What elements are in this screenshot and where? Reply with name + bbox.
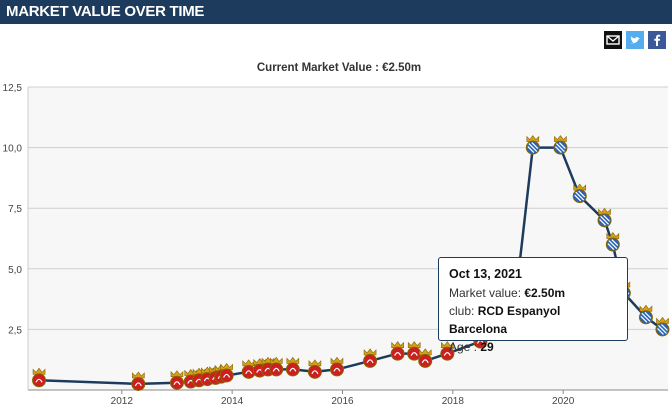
data-point-crest (418, 353, 433, 368)
crest-emblem (173, 381, 181, 386)
y-tick-label: 5,0 (8, 265, 22, 276)
y-tick-label: 12,5 (3, 83, 23, 94)
y-tick-label: 10,0 (3, 144, 23, 155)
share-email-button[interactable] (604, 31, 622, 49)
data-point-crest (329, 362, 344, 377)
data-point-crest (363, 353, 378, 368)
crest-crown (286, 356, 300, 364)
data-point-crest (169, 375, 184, 390)
crest-emblem (443, 352, 451, 356)
share-twitter-button[interactable] (626, 31, 644, 49)
crest-crown (573, 183, 587, 191)
tooltip-age-value: 29 (480, 340, 494, 354)
chart-title: Current Market Value : €2.50m (257, 62, 421, 74)
crest-stripes (527, 142, 539, 154)
tooltip-club-value: RCD Espanyol Barcelona (449, 304, 561, 336)
crest-crown (308, 359, 322, 367)
crest-emblem (311, 370, 319, 375)
crest-crown (639, 304, 653, 312)
data-point-crest (407, 346, 422, 361)
tooltip-market-value-row: Market value: €2.50m (449, 284, 617, 302)
data-point-crest (440, 346, 455, 361)
crest-crown (606, 232, 620, 239)
crest-emblem (366, 359, 374, 364)
x-tick-label: 2014 (221, 396, 244, 407)
crest-emblem (333, 367, 341, 372)
data-point-crest (390, 346, 405, 361)
section-header: MARKET VALUE OVER TIME (0, 0, 672, 24)
crest-stripes (657, 323, 668, 335)
crest-crown (598, 207, 611, 215)
y-tick-label: 7,5 (8, 204, 22, 215)
crest-crown (656, 316, 669, 324)
data-point-crest (32, 373, 47, 388)
crest-crown (220, 362, 233, 370)
tooltip-club-row: club: RCD Espanyol Barcelona (449, 302, 617, 338)
crest-emblem (223, 373, 231, 378)
crest-crown (554, 135, 567, 142)
crest-emblem (410, 352, 418, 356)
tooltip-age-label: Age : (449, 340, 481, 354)
crest-crown (330, 356, 344, 364)
tooltip-mv-label: Market value: (449, 286, 525, 300)
tooltip-date: Oct 13, 2021 (449, 267, 522, 281)
crest-stripes (574, 190, 586, 202)
crest-emblem (134, 382, 142, 387)
crest-crown (391, 341, 404, 348)
tooltip-club-label: club: (449, 304, 478, 318)
data-point-crest (219, 368, 234, 383)
facebook-icon (648, 31, 666, 49)
data-point-crest (269, 362, 284, 377)
crest-crown (132, 371, 145, 379)
crest-stripes (640, 311, 652, 323)
crest-emblem (35, 378, 43, 383)
x-tick-label: 2020 (552, 396, 575, 407)
x-tick-label: 2018 (442, 396, 465, 407)
crest-crown (418, 348, 432, 356)
email-icon (604, 31, 622, 49)
section-title: MARKET VALUE OVER TIME (6, 3, 205, 20)
crest-stripes (599, 214, 610, 226)
data-point-crest (131, 376, 146, 391)
crest-crown (269, 356, 283, 364)
share-facebook-button[interactable] (648, 31, 666, 49)
value-tooltip: Oct 13, 2021 Market value: €2.50m club: … (438, 257, 628, 354)
x-tick-label: 2012 (111, 396, 134, 407)
data-point-crest (307, 364, 322, 379)
data-point-crest (285, 362, 300, 377)
crest-emblem (245, 370, 253, 375)
crest-crown (363, 348, 377, 356)
crest-crown (32, 367, 46, 375)
crest-crown (242, 359, 255, 367)
crest-emblem (272, 367, 280, 372)
twitter-icon (626, 31, 644, 49)
crest-stripes (554, 142, 566, 154)
crest-stripes (607, 239, 619, 250)
crest-crown (170, 370, 184, 378)
crest-emblem (289, 367, 297, 372)
tooltip-mv-value: €2.50m (524, 286, 566, 300)
crest-crown (526, 135, 540, 142)
x-tick-label: 2016 (331, 396, 354, 407)
y-tick-label: 2,5 (8, 325, 22, 336)
crest-emblem (394, 352, 402, 356)
crest-crown (441, 341, 454, 348)
tooltip-age-row: Age : 29 (449, 338, 617, 356)
crest-crown (407, 341, 421, 348)
crest-emblem (421, 359, 429, 364)
